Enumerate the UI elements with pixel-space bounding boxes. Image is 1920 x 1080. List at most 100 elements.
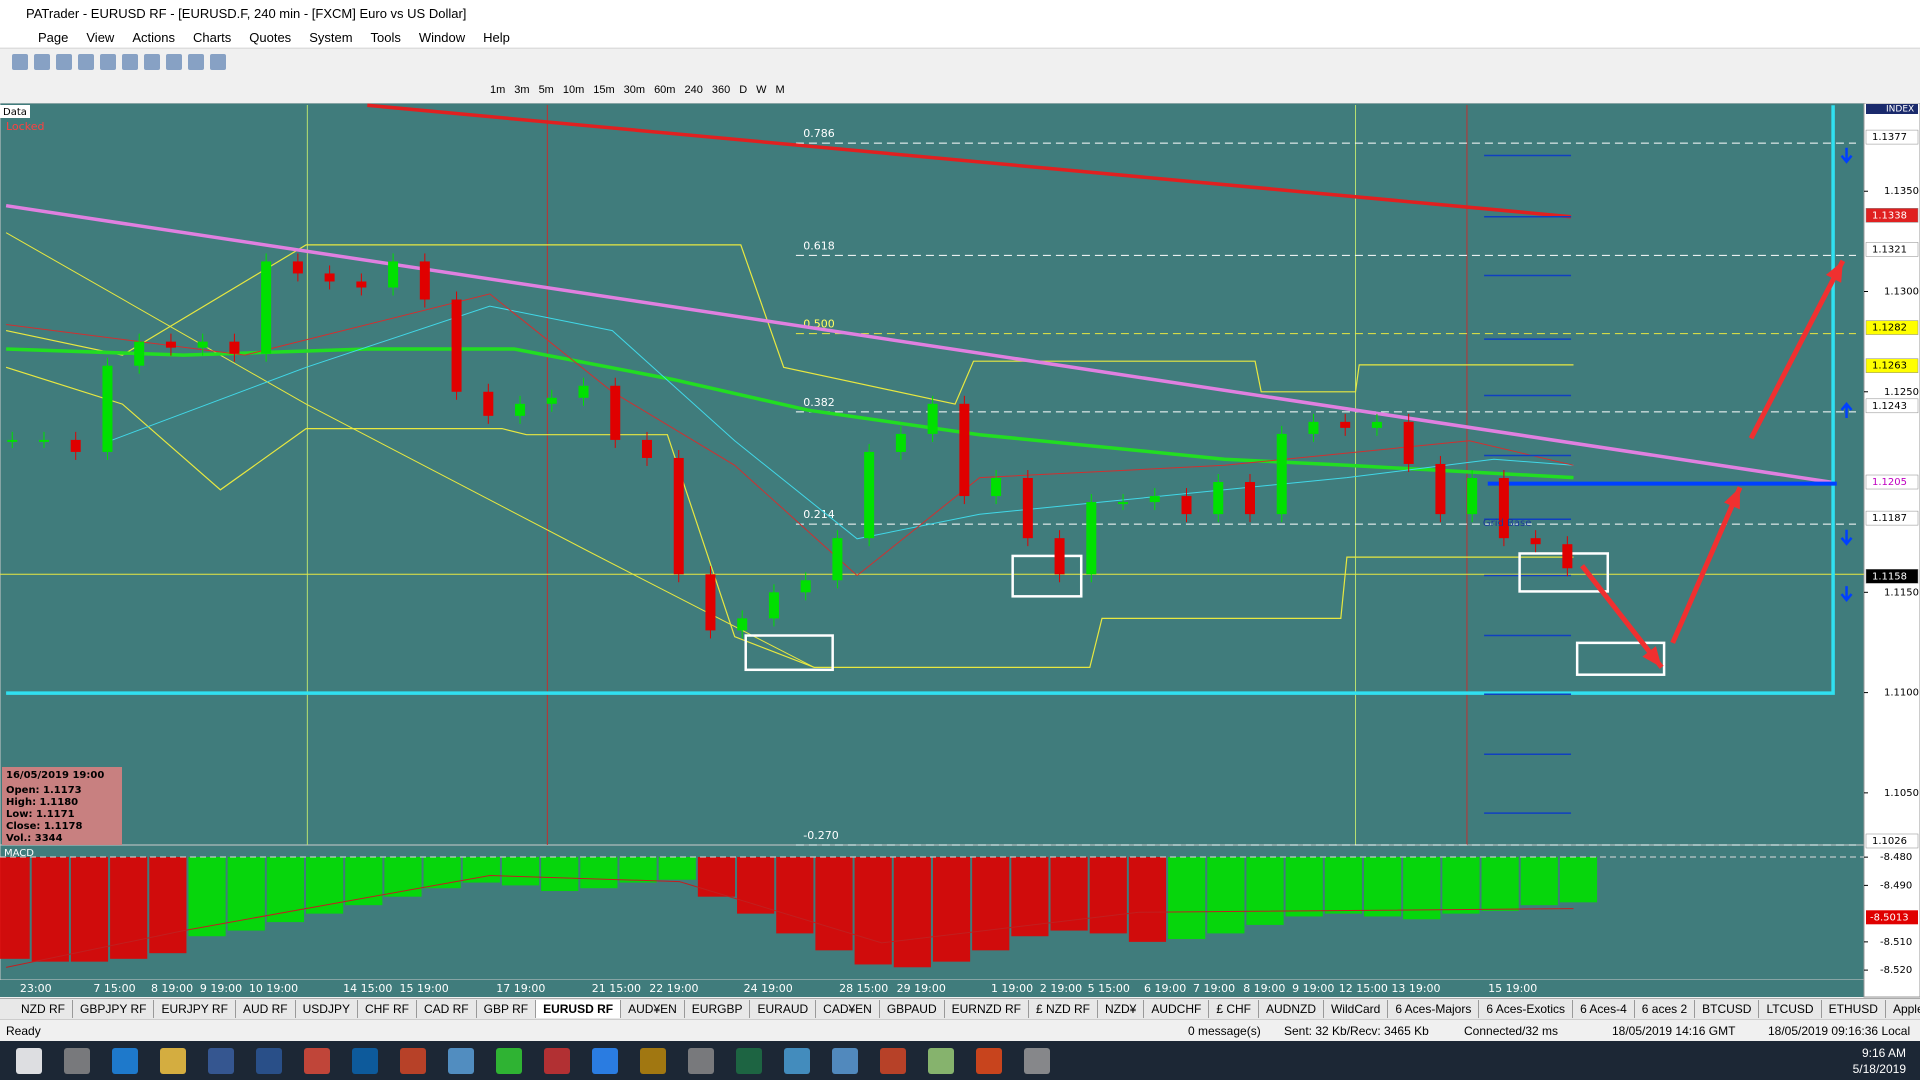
symbol-tab[interactable]: EURGBP: [685, 1000, 751, 1018]
symbol-tab[interactable]: Apple: [1886, 1000, 1920, 1018]
timeframe-button[interactable]: 1m: [490, 83, 506, 96]
symbol-tab[interactable]: 6 aces 2: [1635, 1000, 1696, 1018]
taskbar-icon[interactable]: [496, 1047, 522, 1074]
menu-item[interactable]: Tools: [370, 29, 401, 45]
symbol-tab[interactable]: GBP RF: [477, 1000, 537, 1018]
menu-item[interactable]: Quotes: [249, 29, 292, 45]
symbol-tab[interactable]: AUD RF: [236, 1000, 296, 1018]
candle-body: [768, 592, 779, 619]
symbol-tab[interactable]: ETHUSD: [1822, 1000, 1886, 1018]
symbol-tab[interactable]: CHF RF: [358, 1000, 417, 1018]
menu-item[interactable]: Page: [38, 29, 69, 45]
symbol-tab[interactable]: GBPAUD: [880, 1000, 945, 1018]
symbol-tab[interactable]: EURAUD: [750, 1000, 817, 1018]
timeframe-button[interactable]: 30m: [623, 83, 646, 96]
candle-body: [1371, 421, 1382, 428]
menu-item[interactable]: Charts: [192, 29, 232, 45]
symbol-tab[interactable]: £ NZD RF: [1029, 1000, 1098, 1018]
macd-bar: [1285, 857, 1323, 917]
candle-body: [197, 341, 208, 348]
taskbar-icon[interactable]: [736, 1047, 762, 1074]
symbol-tab[interactable]: WildCard: [1324, 1000, 1389, 1018]
toolbar-button[interactable]: [12, 53, 28, 70]
taskbar-icon[interactable]: [64, 1047, 90, 1074]
symbol-tab[interactable]: EURUSD RF: [536, 1000, 622, 1018]
toolbar-button[interactable]: [210, 53, 226, 70]
toolbar-button[interactable]: [56, 53, 72, 70]
menu-item[interactable]: Help: [483, 29, 510, 45]
timeframe-button[interactable]: 15m: [593, 83, 615, 96]
taskbar-icon[interactable]: [688, 1047, 714, 1074]
timeframe-button[interactable]: D: [739, 83, 748, 96]
taskbar-icon[interactable]: [352, 1047, 378, 1074]
toolbar-button[interactable]: [144, 53, 160, 70]
menu-item[interactable]: System: [309, 29, 353, 45]
candle-body: [1435, 463, 1446, 515]
x-tick-label: 12 15:00: [1339, 982, 1388, 995]
symbol-tab[interactable]: AUDCHF: [1144, 1000, 1210, 1018]
symbol-tab[interactable]: BTCUSD: [1695, 1000, 1760, 1018]
x-tick-label: 17 19:00: [496, 982, 545, 995]
symbol-tab[interactable]: NZD¥: [1098, 1000, 1145, 1018]
timeframe-button[interactable]: 60m: [654, 83, 676, 96]
macd-bar: [149, 857, 187, 954]
price-label: 1.1187: [1872, 513, 1907, 524]
timeframe-button[interactable]: 240: [684, 83, 703, 96]
symbol-tab[interactable]: 6 Aces-Majors: [1388, 1000, 1480, 1018]
taskbar-icon[interactable]: [976, 1047, 1002, 1074]
symbol-tab[interactable]: 6 Aces-Exotics: [1479, 1000, 1574, 1018]
macd-tick-label: -8.480: [1880, 852, 1912, 863]
symbol-tab[interactable]: CAD RF: [417, 1000, 477, 1018]
taskbar-icon[interactable]: [448, 1047, 474, 1074]
toolbar-button[interactable]: [166, 53, 182, 70]
symbol-tab[interactable]: LTCUSD: [1759, 1000, 1822, 1018]
toolbar-button[interactable]: [122, 53, 138, 70]
x-tick-label: 14 15:00: [343, 982, 392, 995]
symbol-tab[interactable]: £ CHF: [1209, 1000, 1259, 1018]
menu-item[interactable]: View: [86, 29, 115, 45]
x-tick-label: 15 19:00: [1488, 982, 1537, 995]
symbol-tab[interactable]: AUD¥EN: [621, 1000, 685, 1018]
symbol-tab[interactable]: EURJPY RF: [154, 1000, 236, 1018]
taskbar-icon[interactable]: [928, 1047, 954, 1074]
symbol-tab[interactable]: GBPJPY RF: [73, 1000, 155, 1018]
taskbar-icon[interactable]: [400, 1047, 426, 1074]
timeframe-button[interactable]: 5m: [538, 83, 554, 96]
taskbar-icon[interactable]: [256, 1047, 282, 1074]
menu-item[interactable]: Window: [418, 29, 466, 45]
taskbar-icon[interactable]: [592, 1047, 618, 1074]
price-label: 1.1158: [1872, 571, 1907, 582]
timeframe-button[interactable]: W: [756, 83, 767, 96]
symbol-tab[interactable]: NZD RF: [14, 1000, 73, 1018]
toolbar-button[interactable]: [34, 53, 50, 70]
symbol-tab[interactable]: 6 Aces-4: [1573, 1000, 1635, 1018]
x-tick-label: 8 19:00: [151, 982, 193, 995]
taskbar-icon[interactable]: [112, 1047, 138, 1074]
taskbar-icon[interactable]: [16, 1047, 42, 1074]
taskbar-icon[interactable]: [544, 1047, 570, 1074]
timeframe-button[interactable]: 10m: [562, 83, 585, 96]
symbol-tab[interactable]: AUDNZD: [1259, 1000, 1324, 1018]
taskbar-icon[interactable]: [832, 1047, 858, 1074]
symbol-tab[interactable]: EURNZD RF: [945, 1000, 1029, 1018]
symbol-tab[interactable]: USDJPY: [296, 1000, 358, 1018]
taskbar-icon[interactable]: [160, 1047, 186, 1074]
moving-average-red: [6, 293, 1574, 577]
candle-body: [1308, 421, 1319, 434]
taskbar-icon[interactable]: [784, 1047, 810, 1074]
menu-item[interactable]: Actions: [132, 29, 175, 45]
toolbar-button[interactable]: [78, 53, 94, 70]
taskbar-icon[interactable]: [208, 1047, 234, 1074]
timeframe-button[interactable]: 3m: [514, 83, 530, 96]
timeframe-button[interactable]: M: [775, 83, 785, 96]
taskbar-icon[interactable]: [640, 1047, 666, 1074]
macd-bar: [1089, 857, 1127, 934]
toolbar-button[interactable]: [100, 53, 116, 70]
toolbar-button[interactable]: [188, 53, 204, 70]
symbol-tab[interactable]: CAD¥EN: [816, 1000, 880, 1018]
taskbar-icon[interactable]: [880, 1047, 906, 1074]
timeframe-button[interactable]: 360: [711, 83, 731, 96]
taskbar-icon[interactable]: [1024, 1047, 1050, 1074]
price-label-box: [1865, 510, 1919, 526]
taskbar-icon[interactable]: [304, 1047, 330, 1074]
